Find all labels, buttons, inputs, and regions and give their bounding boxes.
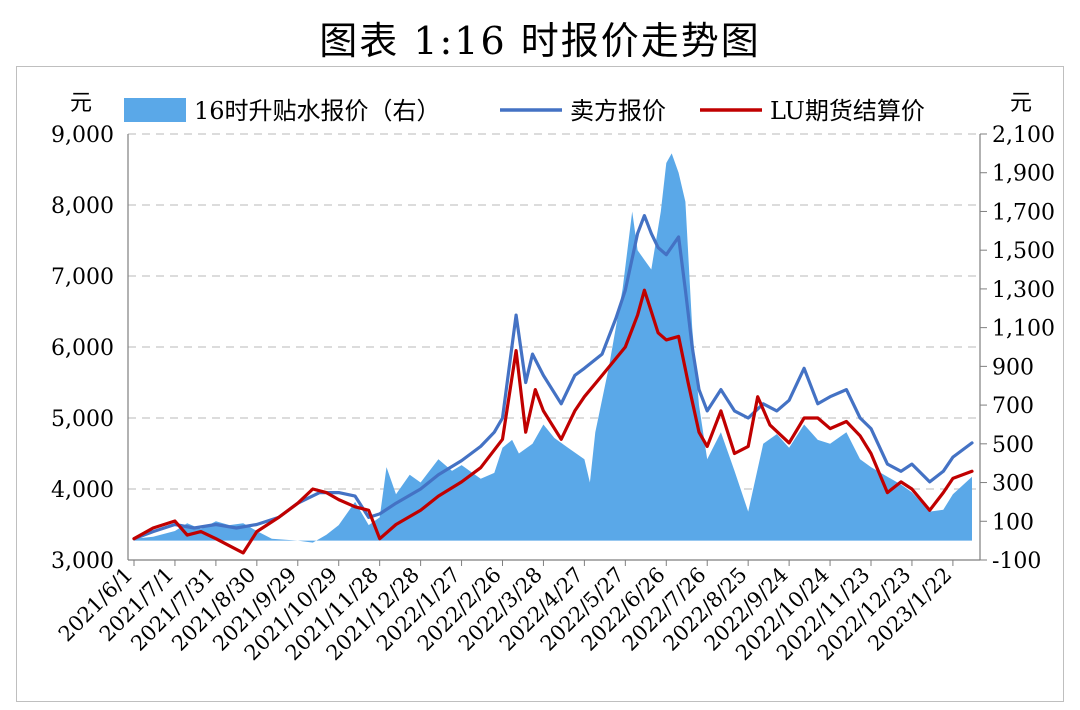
line-series-lu-settlement <box>132 288 974 555</box>
right-tick-label: 1,300 <box>992 278 1055 303</box>
right-tick-label: 900 <box>992 355 1034 380</box>
left-tick-label: 8,000 <box>51 194 114 219</box>
left-tick-label: 6,000 <box>51 336 114 361</box>
chart-title: 图表 1:16 时报价走势图 <box>319 19 761 63</box>
left-tick-label: 4,000 <box>51 478 114 503</box>
left-tick-label: 7,000 <box>51 265 114 290</box>
area-series-group <box>134 153 972 543</box>
right-tick-label: 1,500 <box>992 239 1055 264</box>
legend-label-seller-quote: 卖方报价 <box>570 97 666 125</box>
right-tick-label: 100 <box>992 510 1034 535</box>
right-tick-label: 500 <box>992 433 1034 458</box>
right-tick-label: 2,100 <box>992 123 1055 148</box>
right-tick-label: 1,700 <box>992 200 1055 225</box>
line-series-group <box>132 214 974 555</box>
left-tick-label: 5,000 <box>51 407 114 432</box>
left-axis-unit: 元 <box>70 91 92 116</box>
right-tick-label: 1,900 <box>992 162 1055 187</box>
right-tick-label: 700 <box>992 394 1034 419</box>
right-axis-unit: 元 <box>1010 91 1032 116</box>
left-tick-label: 9,000 <box>51 123 114 148</box>
right-tick-label: 1,100 <box>992 317 1055 342</box>
axes: 3,000 4,000 5,000 6,000 7,000 8,000 9,000 -100 1… <box>51 91 1055 665</box>
right-tick-label: -100 <box>992 549 1041 574</box>
line-series-seller-quote <box>132 214 974 541</box>
left-tick-label: 3,000 <box>51 549 114 574</box>
right-tick-label: 300 <box>992 472 1034 497</box>
legend-label-lu-settlement: LU期货结算价 <box>770 97 925 125</box>
legend: 16时升贴水报价（右） 卖方报价 LU期货结算价 <box>124 97 925 125</box>
area-series-premium <box>134 153 972 543</box>
grid-lines <box>128 133 980 490</box>
chart-frame <box>16 66 1064 702</box>
legend-swatch-premium <box>124 98 186 122</box>
legend-label-premium: 16时升贴水报价（右） <box>194 97 441 125</box>
